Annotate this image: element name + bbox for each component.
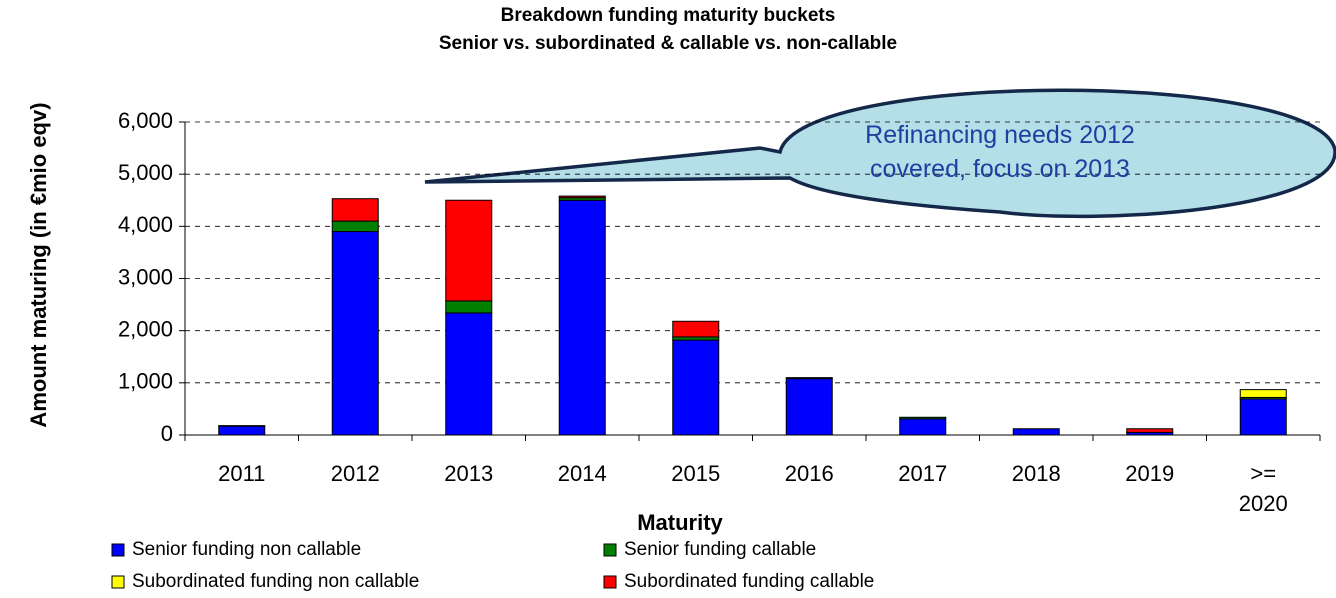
bar-segment (785, 377, 833, 380)
bar-segment (445, 300, 493, 314)
bar-segment (445, 199, 493, 302)
annotation: Refinancing needs 2012 covered, focus on… (865, 121, 1135, 183)
bar-segment (331, 220, 379, 233)
legend-label: Subordinated funding callable (624, 571, 874, 592)
x-tick-label: 2011 (218, 461, 266, 486)
x-tick-label: 2016 (784, 461, 834, 486)
x-tick-label: 2019 (1125, 461, 1175, 486)
bar-segment (1012, 428, 1060, 436)
y-tick-label: 3,000 (118, 264, 173, 289)
bar-segment (899, 418, 947, 436)
x-tick-label: 2015 (671, 461, 721, 486)
bar-segment (331, 198, 379, 222)
x-tick-label: 2018 (1011, 461, 1061, 486)
bar-segment (558, 199, 606, 436)
bar-segment (899, 416, 947, 420)
bar-segment (331, 231, 379, 436)
legend-label: Senior funding non callable (132, 539, 361, 560)
bar-segment (1126, 428, 1174, 433)
y-tick-label: 2,000 (118, 316, 173, 341)
y-axis-title: Amount maturing (in €mio eqv) (26, 102, 51, 427)
bar-segment (218, 425, 266, 436)
legend-swatch (603, 575, 617, 589)
y-tick-label: 4,000 (118, 212, 173, 237)
x-tick-label: 2014 (557, 461, 607, 486)
bar-segment (445, 312, 493, 436)
x-tick-label: 2013 (444, 461, 494, 486)
y-tick-label: 0 (161, 421, 173, 446)
legend-swatch (111, 543, 125, 557)
bar-segment (1239, 389, 1287, 398)
legend-label: Subordinated funding non callable (132, 571, 419, 592)
bar-segment (672, 339, 720, 436)
chart-subtitle: Senior vs. subordinated & callable vs. n… (439, 33, 897, 54)
bar-segment (672, 320, 720, 338)
legend-label: Senior funding callable (624, 539, 816, 560)
x-tick-label: >= 2020 (1238, 461, 1288, 516)
bar-segment (785, 378, 833, 436)
bar-segment (1239, 398, 1287, 436)
legend-swatch (603, 543, 617, 557)
x-tick-label: 2017 (898, 461, 948, 486)
chart-title: Breakdown funding maturity buckets (501, 5, 836, 26)
bar-segment (558, 195, 606, 199)
x-axis-title: Maturity (637, 510, 723, 535)
y-tick-label: 6,000 (118, 108, 173, 133)
y-tick-label: 1,000 (118, 369, 173, 394)
x-tick-label: 2012 (330, 461, 380, 486)
legend-swatch (111, 575, 125, 589)
bar-segment (218, 425, 266, 427)
y-tick-label: 5,000 (118, 160, 173, 185)
